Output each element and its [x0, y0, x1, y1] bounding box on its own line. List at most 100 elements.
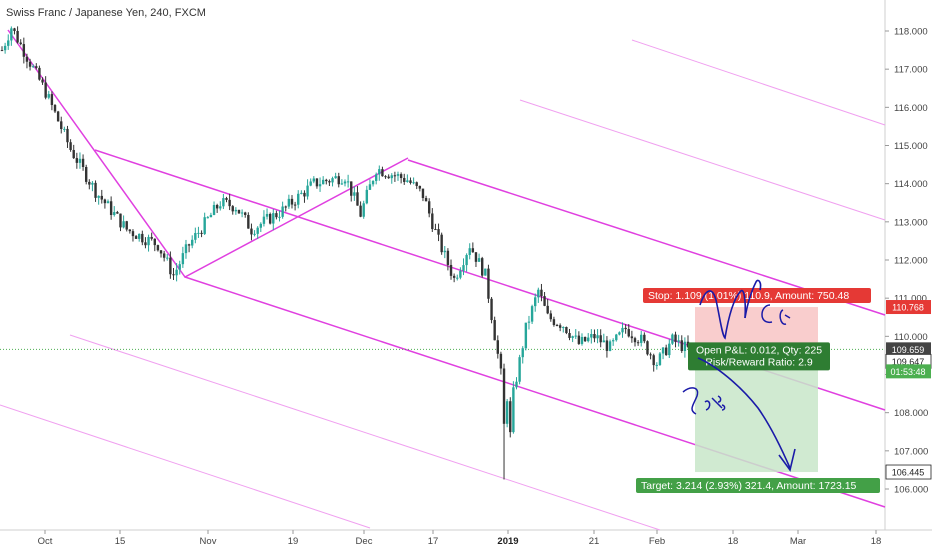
candle [608, 339, 612, 352]
price-axis-bg [885, 0, 932, 530]
stop-label-box[interactable] [643, 288, 871, 304]
candle [122, 215, 125, 229]
candle [350, 181, 353, 202]
candle [661, 347, 665, 360]
price-axis[interactable]: 118.000 117.000 116.000 115.000 114.000 113.0… [884, 0, 932, 530]
time-tick-label: 21 [589, 536, 600, 547]
candle [225, 196, 228, 203]
candle [421, 188, 425, 202]
candle [477, 253, 481, 262]
candle [521, 346, 524, 364]
candle [558, 323, 562, 332]
time-tick-label: Dec [356, 536, 373, 547]
candle [393, 171, 397, 182]
candle [72, 144, 75, 159]
price-tick-label: 113.000 [894, 217, 928, 228]
candle [381, 166, 384, 177]
candle [66, 125, 69, 148]
candle [219, 201, 222, 211]
candle [141, 230, 144, 246]
candle [131, 229, 135, 242]
price-tick-label: 117.000 [894, 65, 928, 76]
candle [353, 186, 356, 201]
candle [265, 208, 269, 220]
candle [412, 177, 415, 185]
candle [627, 324, 630, 338]
time-axis[interactable]: Oct 15 Nov 19 Dec 17 2019 21 Feb 18 Mar 18 [0, 529, 932, 547]
candle [630, 330, 634, 343]
candle [281, 201, 284, 219]
candle [53, 104, 57, 114]
faint-line-lower-1 [69, 334, 661, 531]
price-tick-label: 111.000 [894, 294, 927, 305]
candle [84, 164, 88, 185]
candle [640, 330, 643, 347]
target-label-box[interactable] [636, 478, 880, 494]
candle [356, 186, 359, 206]
candle [387, 174, 390, 179]
hand-drawn-percent-note [761, 304, 791, 325]
candle [434, 223, 437, 231]
candle [605, 336, 609, 358]
price-tick-label: 106.000 [894, 485, 928, 496]
candle [424, 195, 428, 202]
svg-text:01:53:48: 01:53:48 [890, 367, 925, 377]
candle [197, 226, 200, 238]
candle [378, 165, 381, 181]
candle [565, 326, 568, 335]
candle [577, 331, 581, 345]
time-tick-label: Nov [200, 536, 217, 547]
candle [496, 335, 499, 359]
candlesticks[interactable] [0, 26, 690, 480]
short-position-tool[interactable]: Stop: 1.109 (1.01%) 110.9, Amount: 750.4… [636, 288, 880, 494]
stop-loss-zone[interactable] [695, 307, 818, 350]
time-tick-label: Mar [790, 536, 806, 547]
time-tick-label: 17 [428, 536, 439, 547]
candle [399, 172, 403, 184]
candle [181, 246, 185, 268]
candle [449, 259, 453, 280]
candle [583, 336, 587, 342]
candle [459, 267, 462, 280]
candle [237, 209, 241, 214]
candle [147, 234, 150, 252]
candle [106, 199, 110, 204]
hand-drawn-annotations[interactable] [682, 279, 796, 472]
candle [22, 37, 26, 64]
candle [431, 208, 434, 232]
candle [636, 340, 640, 346]
candle [144, 237, 147, 249]
candle [493, 316, 496, 341]
time-tick-label: 18 [728, 536, 739, 547]
price-tick-label: 114.000 [894, 179, 928, 190]
candle [109, 196, 113, 220]
pnl-label-box[interactable] [688, 342, 830, 371]
candle [468, 243, 471, 260]
svg-text:110.768: 110.768 [892, 303, 924, 313]
candle [334, 172, 337, 179]
candle [384, 175, 387, 179]
candle [571, 335, 574, 343]
candle [655, 362, 659, 370]
candle [63, 126, 66, 133]
candle [166, 254, 169, 261]
candle [44, 76, 47, 100]
candle [509, 397, 512, 438]
candle [568, 328, 571, 341]
candle [7, 34, 10, 50]
candle [574, 329, 577, 339]
candle [203, 212, 206, 235]
svg-text:109.659: 109.659 [892, 345, 925, 355]
candle [590, 329, 593, 344]
candle [169, 251, 172, 279]
time-tick-label: Oct [38, 536, 53, 547]
candle [325, 178, 328, 185]
candle [162, 250, 166, 262]
candle [487, 264, 490, 303]
candle [113, 206, 116, 217]
candle [677, 334, 680, 347]
hand-drawn-down-arrow [697, 357, 791, 469]
candle [481, 256, 484, 278]
